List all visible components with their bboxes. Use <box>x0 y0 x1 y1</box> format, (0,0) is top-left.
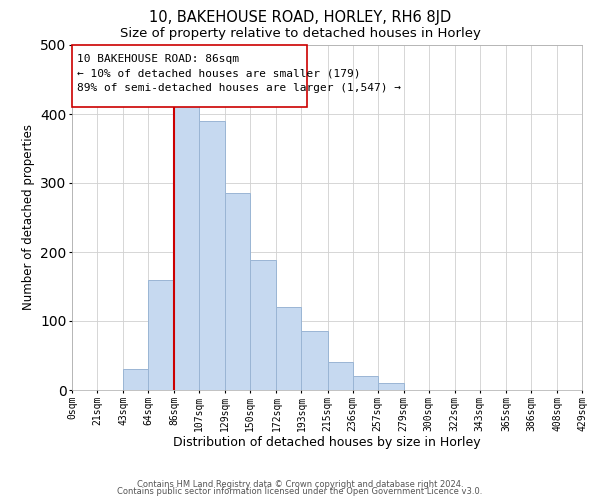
Bar <box>353 376 377 390</box>
Bar <box>226 194 250 390</box>
Text: 10 BAKEHOUSE ROAD: 86sqm
← 10% of detached houses are smaller (179)
89% of semi-: 10 BAKEHOUSE ROAD: 86sqm ← 10% of detach… <box>77 54 401 93</box>
Bar <box>277 307 301 390</box>
Bar <box>148 280 174 390</box>
Text: Size of property relative to detached houses in Horley: Size of property relative to detached ho… <box>119 28 481 40</box>
X-axis label: Distribution of detached houses by size in Horley: Distribution of detached houses by size … <box>173 436 481 450</box>
Bar <box>301 330 328 390</box>
Text: 10, BAKEHOUSE ROAD, HORLEY, RH6 8JD: 10, BAKEHOUSE ROAD, HORLEY, RH6 8JD <box>149 10 451 25</box>
Bar <box>174 104 199 390</box>
Bar <box>199 121 226 390</box>
Bar <box>328 362 353 390</box>
Bar <box>123 370 148 390</box>
Bar <box>377 383 404 390</box>
FancyBboxPatch shape <box>72 45 307 107</box>
Text: Contains HM Land Registry data © Crown copyright and database right 2024.: Contains HM Land Registry data © Crown c… <box>137 480 463 489</box>
Bar <box>250 260 277 390</box>
Y-axis label: Number of detached properties: Number of detached properties <box>22 124 35 310</box>
Text: Contains public sector information licensed under the Open Government Licence v3: Contains public sector information licen… <box>118 488 482 496</box>
